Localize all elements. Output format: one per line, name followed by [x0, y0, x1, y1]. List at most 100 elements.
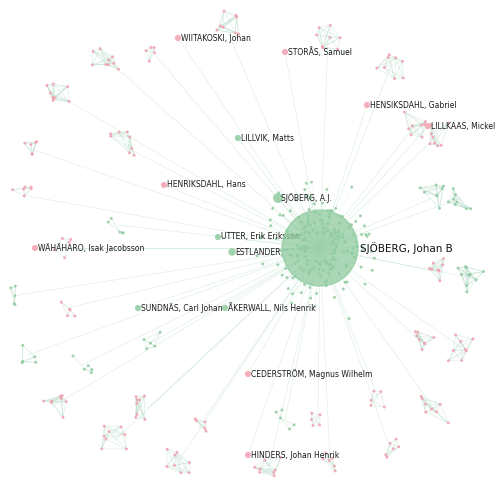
Point: [358, 247, 366, 254]
Point: [322, 449, 330, 457]
Point: [429, 133, 437, 141]
Point: [140, 335, 148, 343]
Point: [18, 359, 26, 367]
Point: [21, 139, 29, 147]
Point: [324, 220, 332, 228]
Point: [330, 249, 338, 257]
Text: UTTER, Erik Eriksson: UTTER, Erik Eriksson: [221, 233, 300, 242]
Point: [304, 212, 312, 220]
Point: [370, 254, 378, 262]
Point: [136, 396, 143, 404]
Point: [69, 352, 77, 360]
Point: [392, 435, 400, 443]
Point: [66, 306, 74, 314]
Point: [268, 205, 276, 213]
Point: [140, 392, 148, 400]
Point: [427, 130, 435, 138]
Point: [133, 411, 141, 419]
Point: [338, 234, 346, 242]
Point: [436, 204, 444, 212]
Point: [283, 228, 291, 236]
Point: [64, 312, 72, 320]
Point: [276, 247, 284, 254]
Point: [332, 228, 340, 236]
Point: [142, 46, 150, 54]
Point: [256, 465, 264, 473]
Text: ÅKERWALL, Nils Henrik: ÅKERWALL, Nils Henrik: [228, 303, 316, 313]
Point: [27, 185, 35, 193]
Point: [88, 61, 96, 69]
Point: [444, 419, 452, 427]
Point: [27, 183, 35, 191]
Point: [480, 267, 488, 275]
Point: [21, 183, 29, 191]
Point: [20, 185, 28, 193]
Point: [326, 33, 334, 41]
Point: [298, 246, 306, 253]
Point: [314, 229, 322, 237]
Point: [452, 331, 460, 339]
Point: [66, 305, 74, 313]
Point: [358, 243, 366, 250]
Point: [353, 243, 361, 250]
Point: [318, 43, 326, 51]
Point: [302, 243, 310, 250]
Point: [430, 333, 438, 341]
Point: [274, 194, 282, 202]
Point: [317, 272, 325, 280]
Point: [330, 226, 338, 234]
Point: [114, 65, 122, 73]
Point: [289, 274, 297, 282]
Point: [342, 262, 350, 270]
Text: HINDERS, Johan Henrik: HINDERS, Johan Henrik: [251, 451, 339, 460]
Point: [294, 214, 302, 222]
Point: [327, 230, 335, 238]
Point: [287, 251, 295, 259]
Point: [458, 270, 466, 278]
Point: [303, 192, 311, 200]
Point: [293, 242, 301, 250]
Point: [117, 423, 125, 431]
Point: [58, 298, 66, 306]
Point: [266, 216, 274, 224]
Point: [308, 416, 316, 424]
Point: [399, 74, 407, 82]
Point: [323, 186, 331, 194]
Point: [67, 236, 75, 244]
Point: [234, 134, 242, 142]
Point: [472, 276, 480, 284]
Point: [284, 284, 292, 292]
Point: [428, 405, 436, 413]
Point: [424, 122, 432, 130]
Point: [304, 260, 312, 268]
Point: [316, 411, 324, 419]
Point: [319, 44, 327, 52]
Point: [330, 235, 338, 243]
Point: [439, 261, 447, 269]
Point: [256, 234, 264, 242]
Point: [386, 439, 394, 447]
Point: [319, 220, 327, 228]
Point: [462, 347, 470, 355]
Point: [370, 387, 378, 395]
Point: [345, 224, 353, 232]
Point: [18, 341, 26, 349]
Point: [51, 94, 59, 102]
Point: [58, 392, 66, 400]
Point: [325, 213, 333, 221]
Point: [462, 262, 469, 270]
Point: [126, 149, 134, 157]
Point: [438, 185, 446, 193]
Point: [334, 45, 342, 53]
Point: [417, 392, 425, 400]
Text: SUNDNÄS, Carl Johan: SUNDNÄS, Carl Johan: [141, 303, 222, 313]
Point: [294, 252, 302, 260]
Point: [416, 184, 424, 192]
Point: [335, 232, 343, 240]
Point: [106, 130, 114, 138]
Point: [60, 254, 68, 262]
Point: [330, 246, 338, 254]
Point: [278, 406, 286, 414]
Point: [272, 235, 280, 243]
Point: [46, 89, 54, 97]
